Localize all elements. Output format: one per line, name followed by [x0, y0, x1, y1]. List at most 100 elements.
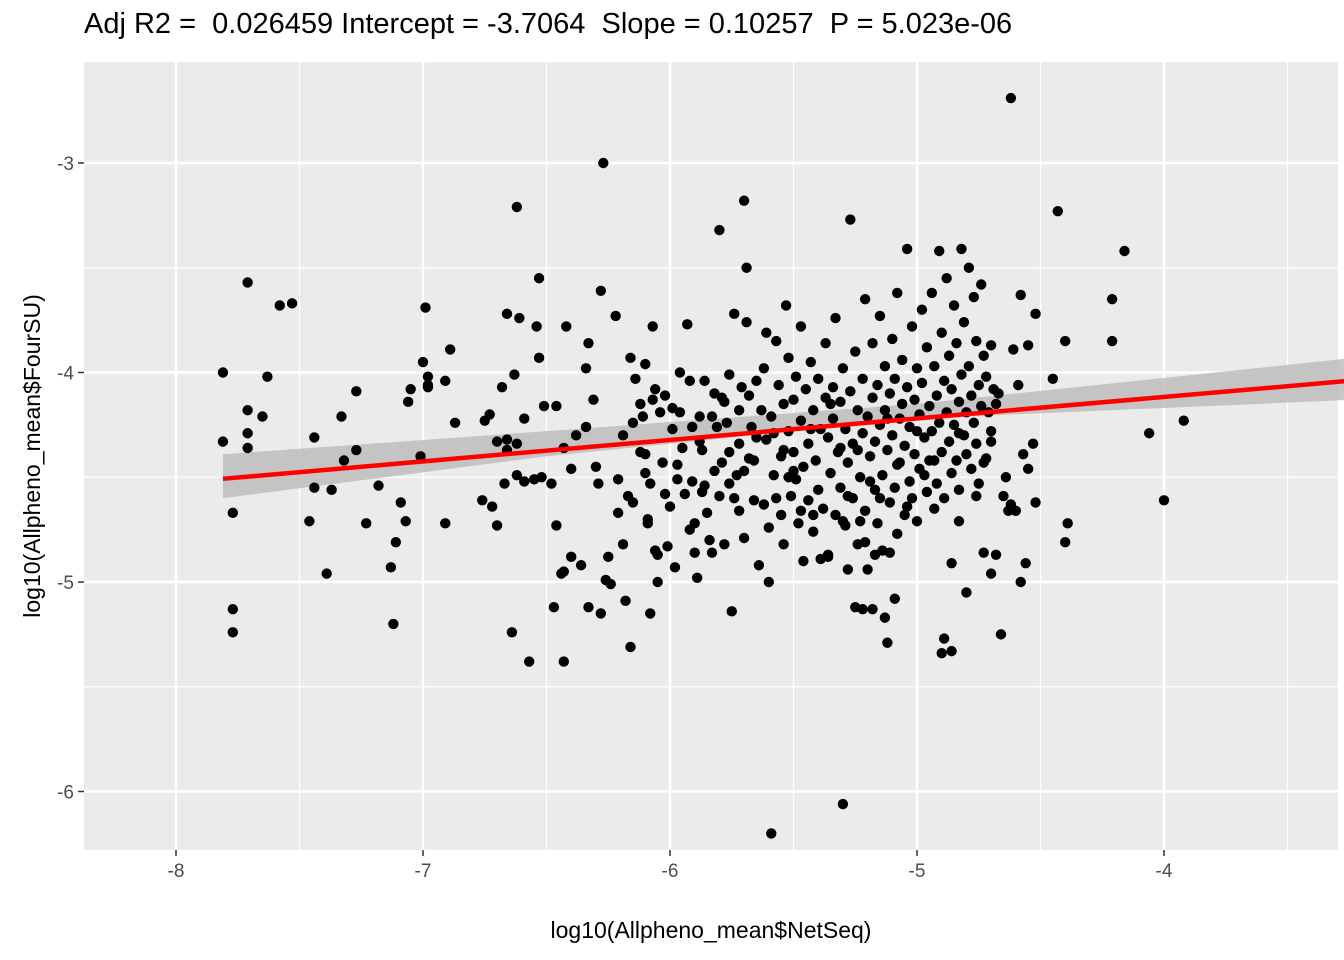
data-point	[803, 438, 814, 449]
data-point	[916, 377, 928, 389]
data-point	[773, 379, 784, 391]
data-point	[943, 350, 955, 361]
data-point	[971, 438, 982, 449]
x-tick-label: -4	[1156, 861, 1173, 882]
data-point	[968, 417, 980, 428]
data-point	[741, 262, 752, 273]
data-point	[719, 539, 730, 550]
data-point	[286, 298, 298, 309]
data-point	[593, 478, 604, 489]
data-point	[798, 461, 809, 472]
data-point	[825, 467, 836, 479]
data-point	[721, 417, 733, 428]
data-point	[874, 493, 886, 504]
data-point	[820, 337, 831, 349]
data-point	[775, 509, 787, 521]
data-point	[704, 534, 715, 546]
data-point	[892, 528, 903, 540]
data-point	[889, 482, 900, 493]
data-point	[575, 560, 587, 571]
data-point	[946, 467, 957, 479]
data-point	[652, 576, 663, 588]
data-point	[879, 361, 891, 372]
data-point	[850, 346, 861, 357]
data-point	[948, 419, 960, 431]
data-point	[605, 578, 616, 590]
data-point	[1119, 245, 1130, 257]
data-point	[405, 384, 416, 395]
data-point	[761, 434, 772, 445]
data-point	[751, 375, 762, 387]
data-point	[911, 516, 923, 527]
data-point	[1158, 495, 1170, 506]
data-point	[884, 388, 896, 399]
data-point	[647, 321, 658, 332]
x-tick-label: -6	[662, 861, 679, 882]
data-point	[415, 451, 426, 462]
data-point	[934, 417, 945, 428]
data-point	[662, 541, 673, 552]
data-point	[496, 381, 508, 393]
data-point	[879, 612, 891, 623]
data-point	[711, 421, 723, 433]
data-point	[227, 507, 239, 519]
data-point	[551, 520, 562, 531]
data-point	[637, 411, 649, 422]
data-point	[1010, 505, 1021, 516]
data-point	[326, 484, 337, 496]
data-point	[664, 501, 676, 512]
data-point	[706, 411, 718, 422]
data-point	[889, 373, 900, 384]
data-point	[625, 641, 636, 653]
data-point	[899, 509, 910, 521]
data-point	[896, 398, 908, 410]
data-point	[440, 518, 451, 529]
data-point	[919, 469, 930, 481]
data-point	[748, 495, 760, 506]
data-point	[808, 509, 819, 521]
data-point	[561, 321, 572, 332]
x-axis-title: log10(Allpheno_mean$NetSeq)	[551, 917, 872, 943]
data-point	[385, 562, 397, 573]
data-point	[771, 493, 782, 504]
data-point	[511, 438, 523, 449]
data-point	[388, 618, 399, 630]
data-point	[684, 524, 695, 535]
data-point	[395, 497, 406, 508]
data-point	[778, 539, 789, 550]
data-point	[926, 287, 938, 299]
y-tick-label: -5	[57, 573, 74, 594]
data-point	[321, 568, 332, 579]
data-point	[743, 390, 755, 401]
data-point	[766, 411, 777, 422]
data-point	[696, 486, 708, 498]
data-point	[694, 411, 705, 422]
data-point	[677, 442, 688, 454]
data-point	[1015, 576, 1026, 588]
data-point	[904, 476, 915, 487]
data-point	[524, 656, 535, 667]
data-point	[929, 503, 940, 514]
data-point	[422, 381, 434, 393]
data-point	[679, 488, 691, 500]
data-point	[242, 405, 253, 416]
data-point	[892, 459, 903, 470]
data-point	[978, 547, 989, 558]
data-point	[872, 379, 883, 391]
data-point	[257, 411, 268, 422]
data-point	[595, 285, 607, 296]
data-point	[998, 490, 1009, 502]
data-point	[859, 293, 871, 305]
y-axis-title: log10(Allpheno_mean$FourSU)	[19, 294, 45, 617]
data-point	[242, 277, 253, 288]
data-point	[761, 327, 772, 338]
data-point	[1027, 438, 1039, 449]
data-point	[936, 327, 947, 338]
regression-line	[222, 379, 1344, 482]
data-point	[934, 245, 945, 257]
data-point	[852, 405, 863, 416]
data-point	[835, 482, 846, 493]
data-point	[583, 601, 594, 613]
data-point	[835, 396, 846, 408]
data-point	[570, 430, 582, 441]
